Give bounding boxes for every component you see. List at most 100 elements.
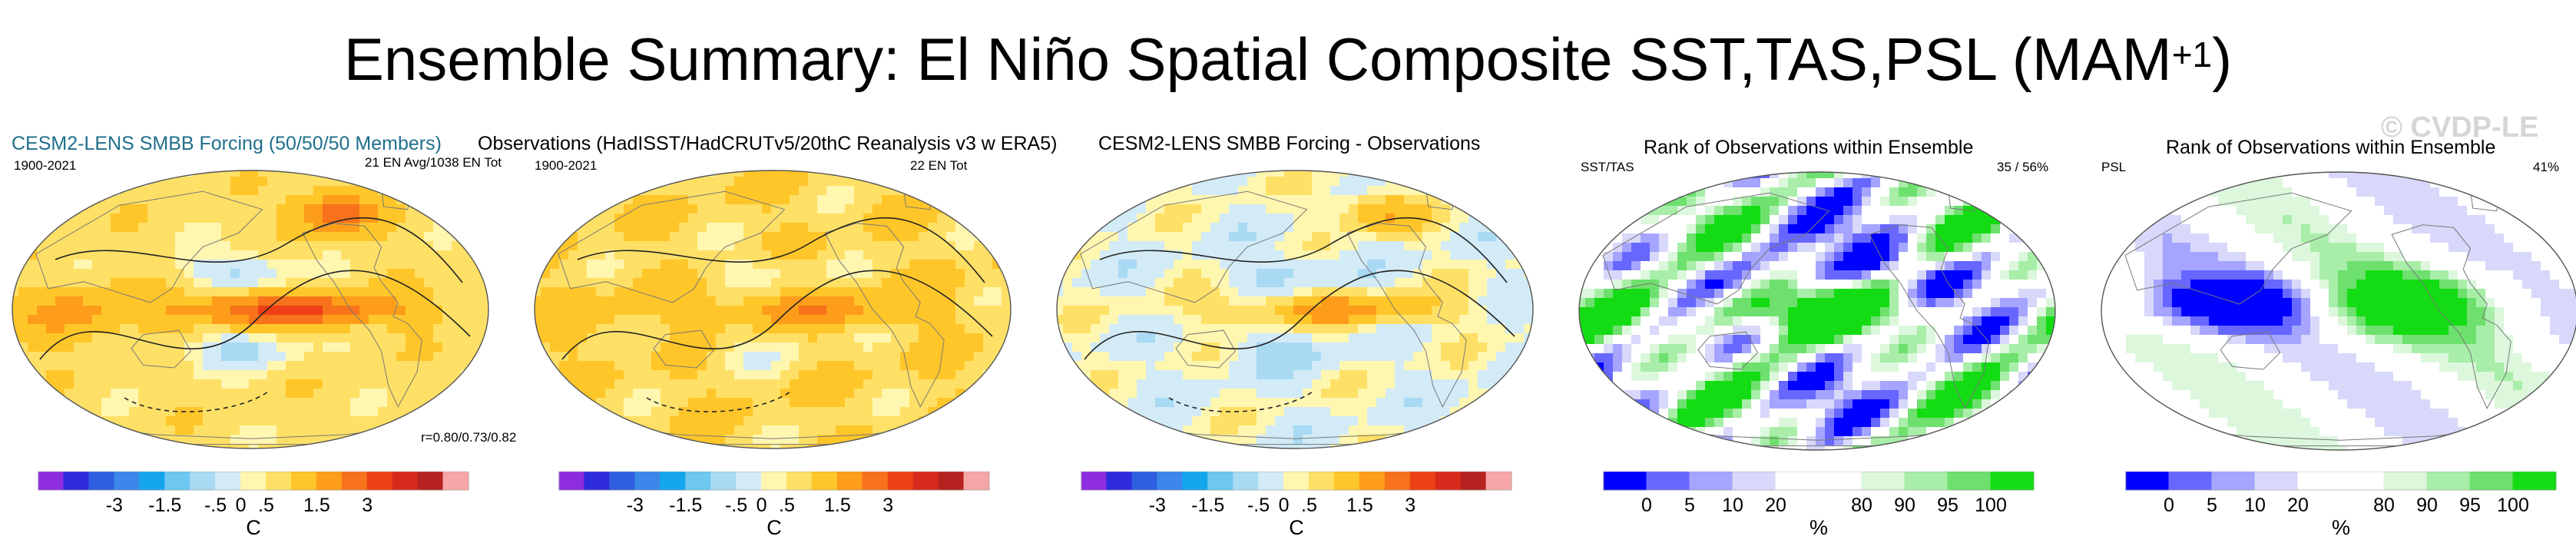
colorbar-swatch — [1947, 472, 1992, 491]
colorbar-swatch — [1990, 472, 2035, 491]
colorbar-swatch — [1308, 472, 1335, 491]
colorbar-swatch — [2297, 472, 2342, 491]
colorbar-swatch — [786, 472, 813, 491]
panel-3-title: CESM2-LENS SMBB Forcing - Observations — [1098, 133, 1481, 154]
colorbar-unit-label: C — [767, 516, 782, 539]
colorbar-swatch — [558, 472, 585, 491]
colorbar-tick-label: -3 — [627, 495, 644, 516]
colorbar-unit-label: C — [246, 516, 261, 539]
colorbar-swatch — [2512, 472, 2557, 491]
colorbar-swatch — [1081, 472, 1108, 491]
colorbar-swatch — [1732, 472, 1776, 491]
colorbar-swatch — [88, 472, 115, 491]
colorbar-tick-label: 3 — [362, 495, 372, 516]
colorbar-panel-3: -3 -1.5 -.5 0 .5 1.5 3 C — [1081, 472, 1512, 539]
panel-4-summary: 35 / 56% — [1997, 160, 2049, 174]
colorbar-swatch — [2469, 472, 2514, 491]
colorbar-tick-label: 10 — [1722, 495, 1743, 516]
colorbar-panel-1: -3 -1.5 -.5 0 .5 1.5 3 C — [38, 472, 469, 539]
colorbar-tick-label: 80 — [1851, 495, 1872, 516]
panel-5-summary: 41% — [2533, 160, 2560, 174]
colorbar-tick-label: 0 — [2164, 495, 2174, 516]
colorbar-swatch — [1182, 472, 1209, 491]
colorbar-tick-label: 0 — [757, 495, 767, 516]
colorbar-swatch — [1283, 472, 1310, 491]
panel-1-pattern-correlation: r=0.80/0.73/0.82 — [421, 430, 517, 445]
colorbar-swatch — [1485, 472, 1512, 491]
colorbar-tick-label: 10 — [2244, 495, 2266, 516]
colorbar-swatch — [139, 472, 166, 491]
panel-4-title: Rank of Observations within Ensemble — [1644, 137, 1974, 158]
colorbar-swatch — [1435, 472, 1462, 491]
colorbar-swatch — [609, 472, 636, 491]
colorbar-swatch — [938, 472, 965, 491]
colorbar-swatch — [2383, 472, 2428, 491]
colorbar-swatch — [366, 472, 393, 491]
colorbar-swatch — [316, 472, 343, 491]
colorbar-tick-label: 3 — [882, 495, 893, 516]
panel-4-map — [1578, 171, 2056, 451]
panel-5-map — [2101, 171, 2576, 451]
colorbar-tick-label: 90 — [1894, 495, 1915, 516]
colorbar-swatch — [685, 472, 712, 491]
panel-4-variables: SST/TAS — [1581, 160, 1634, 174]
colorbar-tick-label: -.5 — [725, 495, 747, 516]
colorbar-swatch — [1646, 472, 1690, 491]
panel-1-count: 21 EN Avg/1038 EN Tot — [365, 155, 502, 170]
colorbar-tick-label: 1.5 — [1346, 495, 1373, 516]
colorbar-tick-label: 3 — [1405, 495, 1415, 516]
colorbar-unit-label: % — [1809, 516, 1828, 539]
colorbar-tick-label: 0 — [1279, 495, 1290, 516]
colorbar-swatch — [2340, 472, 2385, 491]
colorbar-swatch — [1157, 472, 1184, 491]
colorbar-tick-label: .5 — [258, 495, 274, 516]
watermark: © CVDP-LE — [2381, 111, 2539, 144]
colorbar-swatch — [215, 472, 242, 491]
colorbar-tick-label: 100 — [1975, 495, 2007, 516]
panel-3-map — [1056, 170, 1534, 449]
colorbar-swatch — [1359, 472, 1386, 491]
colorbar-swatch — [862, 472, 889, 491]
colorbar-swatch — [1207, 472, 1234, 491]
colorbar-swatch — [392, 472, 419, 491]
colorbar-swatch — [265, 472, 292, 491]
colorbar-swatch — [963, 472, 990, 491]
colorbar-swatch — [1818, 472, 1862, 491]
panel-2-count: 22 EN Tot — [910, 158, 968, 173]
colorbar-tick-label: -.5 — [1247, 495, 1270, 516]
colorbar-swatch — [1258, 472, 1285, 491]
colorbar-panel-2: -3 -1.5 -.5 0 .5 1.5 3 C — [558, 472, 990, 539]
colorbar-panel-4: 0 5 10 20 80 90 95 100% — [1603, 472, 2035, 539]
colorbar-swatch — [1384, 472, 1411, 491]
colorbar-swatch — [710, 472, 737, 491]
colorbar-tick-label: 0 — [236, 495, 247, 516]
colorbar-panel-5: 0 5 10 20 80 90 95 100% — [2125, 472, 2557, 539]
figure-title: Ensemble Summary: El Niño Spatial Compos… — [343, 25, 2233, 93]
colorbar-tick-label: 20 — [1765, 495, 1786, 516]
colorbar-tick-label: .5 — [779, 495, 795, 516]
colorbar-swatch — [1409, 472, 1436, 491]
colorbar-tick-label: 100 — [2497, 495, 2529, 516]
colorbar-swatch — [341, 472, 368, 491]
colorbar-swatch — [1904, 472, 1949, 491]
colorbar-tick-label: 20 — [2287, 495, 2309, 516]
colorbar-tick-label: -1.5 — [1191, 495, 1224, 516]
colorbar-swatch — [836, 472, 863, 491]
colorbar-swatch — [1460, 472, 1487, 491]
colorbar-swatch — [1106, 472, 1133, 491]
colorbar-tick-label: .5 — [1301, 495, 1317, 516]
panel-5-variables: PSL — [2101, 160, 2127, 174]
colorbar-swatch — [811, 472, 838, 491]
colorbar-swatch — [38, 472, 65, 491]
colorbar-tick-label: -3 — [1149, 495, 1166, 516]
colorbar-swatch — [190, 472, 217, 491]
colorbar-swatch — [1333, 472, 1360, 491]
colorbar-swatch — [1689, 472, 1733, 491]
colorbar-swatch — [290, 472, 317, 491]
panel-5-title: Rank of Observations within Ensemble — [2166, 137, 2496, 158]
colorbar-swatch — [761, 472, 787, 491]
colorbar-tick-label: 5 — [1684, 495, 1695, 516]
colorbar-swatch — [1775, 472, 1819, 491]
panel-1-map — [12, 170, 489, 449]
colorbar-swatch — [2254, 472, 2299, 491]
